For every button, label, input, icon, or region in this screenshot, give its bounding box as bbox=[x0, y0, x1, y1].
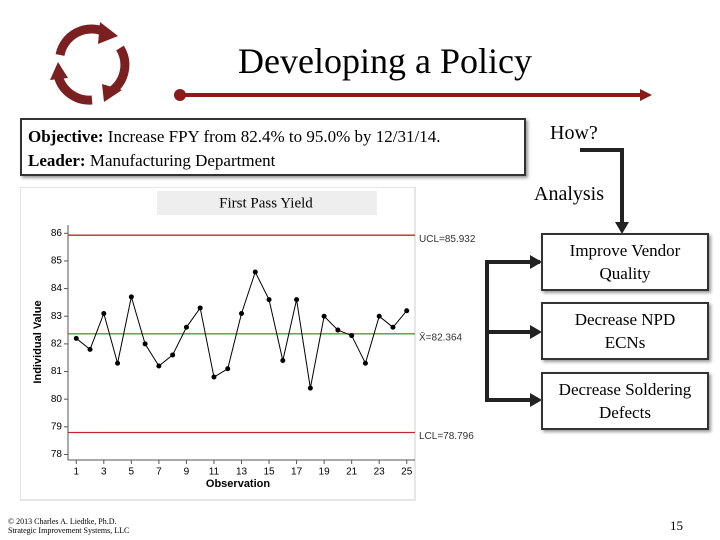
x-tick-label: 1 bbox=[73, 467, 79, 478]
y-tick-label: 82 bbox=[51, 339, 63, 350]
x-tick-label: 3 bbox=[101, 467, 107, 478]
chart-title-bg bbox=[157, 191, 377, 215]
objective-label: Objective: bbox=[28, 127, 104, 146]
leader-text: Manufacturing Department bbox=[89, 151, 276, 170]
x-tick-label: 19 bbox=[319, 467, 331, 478]
x-tick-label: 9 bbox=[184, 467, 190, 478]
footer: © 2013 Charles A. Liedtke, Ph.D. Strateg… bbox=[8, 517, 129, 535]
objective-box: Objective: Increase FPY from 82.4% to 95… bbox=[20, 118, 526, 176]
chart: First Pass Yield Observation Individual … bbox=[20, 187, 476, 501]
x-tick-label: 25 bbox=[401, 467, 413, 478]
action-text: Decrease Soldering Defects bbox=[558, 380, 692, 422]
data-point bbox=[87, 346, 93, 352]
y-tick-label: 78 bbox=[51, 449, 63, 460]
x-tick-label: 15 bbox=[263, 467, 275, 478]
data-point bbox=[321, 313, 327, 319]
action-box: Improve Vendor Quality bbox=[541, 233, 709, 291]
data-point bbox=[280, 357, 286, 363]
data-point bbox=[128, 294, 134, 300]
data-point bbox=[225, 366, 231, 372]
control-limit-label: LCL=78.796 bbox=[419, 431, 474, 442]
y-tick-label: 79 bbox=[51, 421, 63, 432]
data-point bbox=[362, 360, 368, 366]
y-tick-label: 84 bbox=[51, 283, 63, 294]
data-point bbox=[156, 363, 162, 369]
objective-text: Increase FPY from 82.4% to 95.0% by 12/3… bbox=[107, 127, 441, 146]
data-point bbox=[197, 305, 203, 311]
x-tick-label: 5 bbox=[129, 467, 135, 478]
data-point bbox=[73, 335, 79, 341]
data-point bbox=[252, 269, 258, 275]
data-point bbox=[307, 385, 313, 391]
leader-line: Leader: Manufacturing Department bbox=[28, 149, 518, 173]
logo bbox=[50, 22, 130, 105]
x-tick-label: 11 bbox=[209, 467, 220, 478]
page-number: 15 bbox=[670, 518, 683, 533]
question: How? bbox=[550, 122, 598, 144]
x-tick-label: 21 bbox=[346, 467, 358, 478]
leader-label: Leader: bbox=[28, 151, 86, 170]
action-text: Decrease NPD ECNs bbox=[574, 310, 676, 352]
chart-frame bbox=[20, 187, 416, 501]
control-limit-label: UCL=85.932 bbox=[419, 234, 476, 245]
data-point bbox=[239, 310, 244, 316]
footer-line: © 2013 Charles A. Liedtke, Ph.D. bbox=[8, 517, 117, 526]
data-point bbox=[390, 324, 396, 330]
slide-title: Developing a Policy bbox=[238, 41, 532, 81]
y-tick-label: 85 bbox=[51, 256, 63, 267]
data-point bbox=[266, 297, 272, 303]
data-point bbox=[101, 310, 107, 316]
x-axis-label: Observation bbox=[206, 478, 270, 490]
y-tick-label: 80 bbox=[51, 394, 63, 405]
data-point bbox=[170, 352, 176, 358]
y-tick-label: 83 bbox=[51, 311, 63, 322]
data-point bbox=[376, 313, 382, 319]
data-point bbox=[335, 327, 341, 333]
x-tick-label: 23 bbox=[374, 467, 386, 478]
data-point bbox=[183, 324, 189, 330]
action-box: Decrease NPD ECNs bbox=[541, 302, 709, 360]
data-point bbox=[211, 374, 217, 380]
data-point bbox=[349, 333, 355, 339]
flow-arrows bbox=[485, 148, 624, 402]
control-limit-label: X̄=82.364 bbox=[419, 331, 463, 344]
analysis: Analysis bbox=[534, 183, 604, 205]
rule-dot bbox=[174, 89, 186, 101]
data-point bbox=[294, 297, 300, 303]
y-tick-label: 86 bbox=[51, 228, 63, 239]
x-tick-label: 7 bbox=[156, 467, 162, 478]
rule-arrow bbox=[640, 89, 652, 101]
y-tick-label: 81 bbox=[51, 366, 63, 377]
data-point bbox=[115, 360, 121, 366]
x-tick-label: 17 bbox=[291, 467, 303, 478]
y-axis-label: Individual Value bbox=[32, 300, 44, 383]
objective-line: Objective: Increase FPY from 82.4% to 95… bbox=[28, 125, 518, 149]
data-point bbox=[404, 308, 410, 314]
action-box: Decrease Soldering Defects bbox=[541, 372, 709, 430]
action-text: Improve Vendor Quality bbox=[569, 241, 681, 283]
data-point bbox=[142, 341, 148, 347]
arrow-heads bbox=[530, 222, 629, 407]
chart-title: First Pass Yield bbox=[219, 195, 313, 211]
x-tick-label: 13 bbox=[236, 467, 248, 478]
footer-line: Strategic Improvement Systems, LLC bbox=[8, 526, 130, 535]
